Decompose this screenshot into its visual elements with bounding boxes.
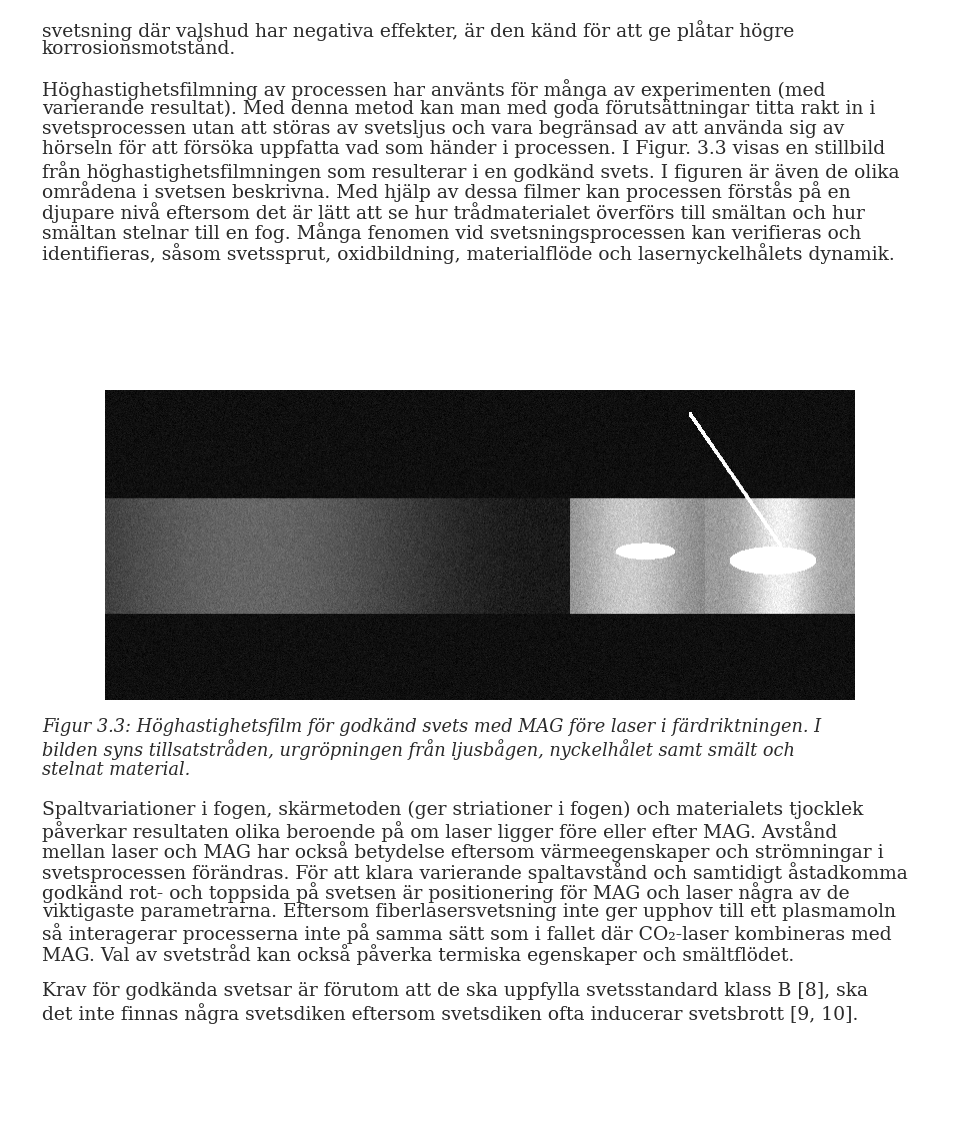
- Text: från höghastighetsfilmningen som resulterar i en godkänd svets. I figuren är äve: från höghastighetsfilmningen som resulte…: [42, 161, 900, 182]
- Text: Drop: Drop: [723, 678, 763, 693]
- Text: Höghastighetsfilmning av processen har använts för många av experimenten (med: Höghastighetsfilmning av processen har a…: [42, 79, 826, 99]
- Text: det inte finnas några svetsdiken eftersom svetsdiken ofta inducerar svetsbrott [: det inte finnas några svetsdiken efterso…: [42, 1004, 858, 1024]
- Text: 13:13:34  005140  1.713333  s  3000  fps: 13:13:34 005140 1.713333 s 3000 fps: [111, 400, 361, 410]
- Text: Solidification front: Solidification front: [123, 422, 277, 437]
- Text: smältan stelnar till en fog. Många fenomen vid svetsningsprocessen kan verifiera: smältan stelnar till en fog. Många fenom…: [42, 223, 861, 243]
- Text: så interagerar processerna inte på samma sätt som i fallet där CO₂-laser kombine: så interagerar processerna inte på samma…: [42, 924, 892, 944]
- Text: stelnat material.: stelnat material.: [42, 761, 190, 780]
- Text: Weld pool: Weld pool: [505, 678, 587, 693]
- Text: Floating oxides: Floating oxides: [250, 462, 376, 477]
- Text: hörseln för att försöka uppfatta vad som händer i processen. I Figur. 3.3 visas : hörseln för att försöka uppfatta vad som…: [42, 141, 885, 159]
- Text: svetsprocessen utan att störas av svetsljus och vara begränsad av att använda si: svetsprocessen utan att störas av svetsl…: [42, 120, 845, 138]
- Text: viktigaste parametrarna. Eftersom fiberlasersvetsning inte ger upphov till ett p: viktigaste parametrarna. Eftersom fiberl…: [42, 903, 896, 921]
- Text: djupare nivå eftersom det är lätt att se hur trådmaterialet överförs till smälta: djupare nivå eftersom det är lätt att se…: [42, 202, 865, 223]
- Text: Re-solidified: Re-solidified: [450, 411, 553, 427]
- Text: Krav för godkända svetsar är förutom att de ska uppfylla svetsstandard klass B [: Krav för godkända svetsar är förutom att…: [42, 983, 868, 1000]
- Text: Wire: Wire: [755, 408, 793, 423]
- Text: material: material: [465, 432, 535, 447]
- Text: svetsning där valshud har negativa effekter, är den känd för att ge plåtar högre: svetsning där valshud har negativa effek…: [42, 19, 794, 41]
- Text: områdena i svetsen beskrivna. Med hjälp av dessa filmer kan processen förstås på: områdena i svetsen beskrivna. Med hjälp …: [42, 182, 851, 202]
- Text: keyhole: keyhole: [600, 432, 664, 447]
- Text: mellan laser och MAG har också betydelse eftersom värmeegenskaper och strömninga: mellan laser och MAG har också betydelse…: [42, 841, 883, 863]
- Text: Laser: Laser: [605, 411, 650, 427]
- Text: identifieras, såsom svetssprut, oxidbildning, materialflöde och lasernyckelhålet: identifieras, såsom svetssprut, oxidbild…: [42, 243, 895, 264]
- Text: bilden syns tillsatstråden, urgröpningen från ljusbågen, nyckelhålet samt smält : bilden syns tillsatstråden, urgröpningen…: [42, 740, 795, 760]
- Text: godkänd rot- och toppsida på svetsen är positionering för MAG och laser några av: godkänd rot- och toppsida på svetsen är …: [42, 882, 850, 903]
- Text: Spaltvariationer i fogen, skärmetoden (ger striationer i fogen) och materialets : Spaltvariationer i fogen, skärmetoden (g…: [42, 800, 863, 818]
- Text: Figur 3.3: Höghastighetsfilm för godkänd svets med MAG före laser i färdriktning: Figur 3.3: Höghastighetsfilm för godkänd…: [42, 718, 821, 736]
- Text: 5 mm: 5 mm: [123, 648, 171, 663]
- Text: Gap: Gap: [791, 520, 824, 535]
- Text: svetsprocessen förändras. För att klara varierande spaltavstånd och samtidigt ås: svetsprocessen förändras. För att klara …: [42, 862, 908, 882]
- Text: MAG. Val av svetstråd kan också påverka termiska egenskaper och smältflödet.: MAG. Val av svetstråd kan också påverka …: [42, 944, 794, 965]
- Text: varierande resultat). Med denna metod kan man med goda förutsättningar titta rak: varierande resultat). Med denna metod ka…: [42, 99, 876, 118]
- Text: Heat affected zone: Heat affected zone: [250, 678, 407, 693]
- Text: påverkar resultaten olika beroende på om laser ligger före eller efter MAG. Avst: påverkar resultaten olika beroende på om…: [42, 821, 837, 842]
- Text: korrosionsmotstånd.: korrosionsmotstånd.: [42, 40, 236, 58]
